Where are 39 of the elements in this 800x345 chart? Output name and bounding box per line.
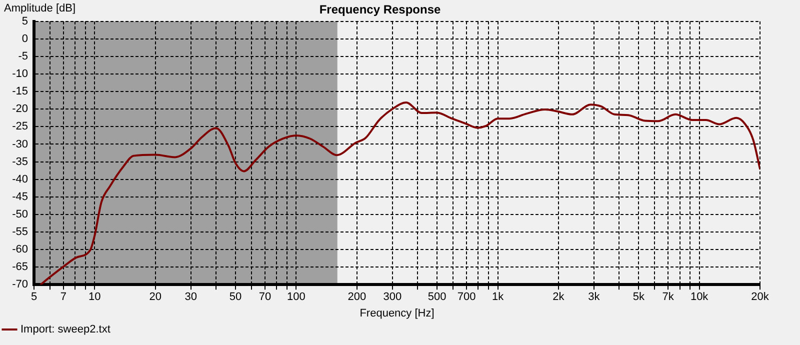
y-tick-label: -65 [12,261,28,274]
x-tick-label: 30 [184,291,197,304]
x-tick-label: 50 [229,291,242,304]
x-tick-label: 20 [149,291,162,304]
x-tick-label: 7k [662,291,674,304]
y-tick-label: -5 [18,50,28,63]
x-tick-label: 5 [30,291,38,304]
x-tick-label: 20k [751,291,770,304]
chart-title: Frequency Response [319,2,442,17]
x-tick-label: 300 [383,291,402,304]
y-tick-label: -70 [12,278,28,291]
x-axis-title: Frequency [Hz] [360,307,434,320]
y-tick-label: -40 [12,173,28,186]
x-tick-label: 3k [588,291,600,304]
y-tick-label: -15 [12,86,28,98]
y-tick-label: -50 [12,208,28,220]
y-tick-label: -55 [12,226,28,238]
y-tick-label: -45 [12,190,28,203]
y-tick-label: 0 [22,32,28,45]
y-axis-title: Amplitude [dB] [4,2,76,15]
x-tick-label: 70 [258,291,272,304]
y-tick-label: 5 [22,15,28,28]
x-tick-label: 700 [457,291,476,304]
legend-label: Import: sweep2.txt [20,324,110,336]
x-tick-label: 7 [60,291,67,304]
x-tick-label: 500 [428,291,446,304]
y-tick-label: -60 [12,244,28,256]
y-tick-label: -25 [12,120,28,133]
x-tick-label: 1k [492,291,504,304]
x-tick-label: 100 [287,291,306,304]
x-tick-label: 10 [88,291,101,304]
y-tick-label: -10 [12,68,28,80]
x-tick-label: 10k [690,291,709,304]
y-tick-label: -20 [12,103,28,116]
y-tick-label: -35 [12,156,28,168]
y-tick-label: -30 [12,138,28,150]
x-tick-label: 2k [552,291,565,304]
x-tick-label: 5k [632,291,645,304]
x-tick-label: 200 [348,291,366,304]
